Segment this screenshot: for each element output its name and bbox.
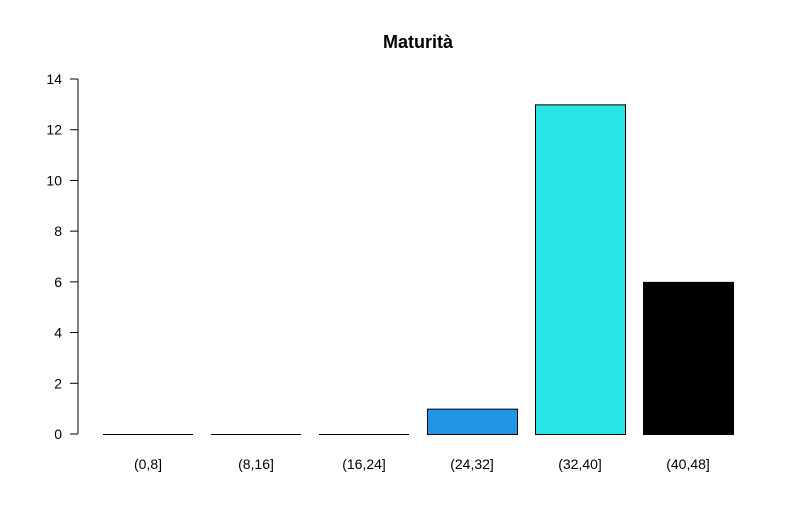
y-tick-label: 14 [46, 71, 62, 87]
y-tick-label: 10 [46, 172, 62, 188]
x-category-label: (40,48] [666, 456, 710, 472]
y-tick-label: 2 [54, 375, 62, 391]
x-category-label: (8,16] [238, 456, 274, 472]
x-category-label: (16,24] [342, 456, 386, 472]
x-category-label: (0,8] [134, 456, 162, 472]
bar [535, 104, 626, 435]
y-tick-label: 6 [54, 274, 62, 290]
x-category-label: (32,40] [558, 456, 602, 472]
bar [427, 408, 518, 435]
y-tick-label: 4 [54, 325, 62, 341]
y-axis: 0 2 4 6 8 10 12 14 [46, 71, 79, 442]
y-tick-label: 12 [46, 122, 62, 138]
bars-group [103, 104, 734, 435]
bar [643, 281, 734, 435]
chart-title: Maturità [383, 32, 454, 52]
x-category-label: (24,32] [450, 456, 494, 472]
y-tick-label: 8 [54, 223, 62, 239]
y-tick-label: 0 [54, 426, 62, 442]
x-axis-labels: (0,8] (8,16] (16,24] (24,32] (32,40] (40,48] [134, 456, 710, 472]
